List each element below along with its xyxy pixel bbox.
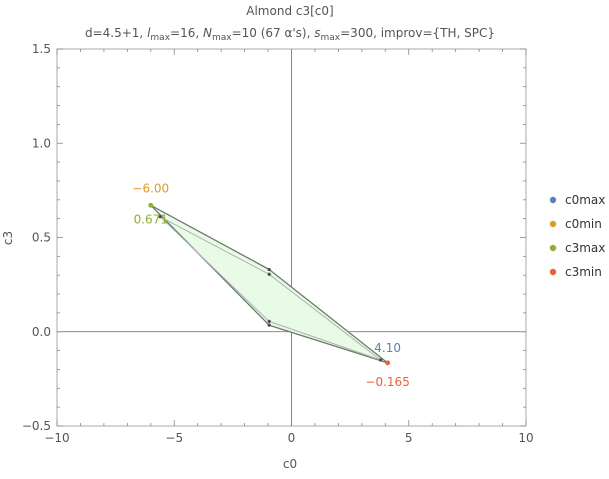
subtitle-l-value: =16, [170, 26, 203, 40]
subtitle-s-value: =300, improv={TH, SPC} [340, 26, 495, 40]
label-c0min: −6.00 [132, 181, 169, 195]
subtitle-s-symbol: s [314, 26, 320, 40]
y-axis-label: c3 [1, 231, 15, 245]
subtitle-d: d=4.5+1, [85, 26, 147, 40]
x-tick-label: 5 [405, 431, 413, 445]
point-c3max [148, 202, 154, 208]
region-vertex [267, 319, 271, 323]
label-c3min: −0.165 [365, 375, 409, 389]
label-c0max: 4.10 [374, 341, 401, 355]
y-tick-label: 1.0 [32, 136, 51, 150]
y-tick-label: −0.5 [22, 419, 51, 433]
region-outer [150, 204, 389, 364]
point-c3min [385, 360, 391, 366]
label-c3max: 0.671 [134, 212, 168, 226]
y-tick-label: 1.5 [32, 42, 51, 56]
x-tick-label: −10 [44, 431, 69, 445]
region-vertex [267, 267, 271, 272]
legend-label-c3min: c3min [565, 265, 602, 279]
legend-marker-c3max [549, 244, 557, 252]
subtitle-n-sub: max [212, 33, 232, 43]
x-tick-label: 10 [518, 431, 533, 445]
subtitle-n-symbol: N [203, 26, 212, 40]
region-vertex [158, 215, 162, 219]
legend-marker-c3min [549, 268, 557, 276]
plot-area: −10 −5 0 5 10 −0.5 0.0 0.5 1.0 1.5 4.10 −6.00 0.671 −… [22, 42, 534, 445]
subtitle-s-sub: max [321, 33, 341, 43]
legend-marker-c0min [549, 220, 557, 228]
chart-subtitle: d=4.5+1, lmax=16, Nmax=10 (67 α's), smax… [85, 26, 495, 43]
y-tick-label: 0.0 [32, 325, 51, 339]
subtitle-l-symbol: l [147, 26, 151, 40]
subtitle-n-value: =10 (67 α's), [232, 26, 315, 40]
legend-label-c0max: c0max [565, 193, 605, 207]
legend-marker-c0max [549, 196, 557, 204]
legend-label-c3max: c3max [565, 241, 605, 255]
region-vertex [267, 272, 271, 276]
x-tick-label: −5 [165, 431, 183, 445]
legend: c0max c0min c3max c3min [549, 193, 605, 279]
legend-label-c0min: c0min [565, 217, 602, 231]
chart-title: Almond c3[c0] [246, 4, 333, 18]
region-vertex [267, 323, 271, 327]
x-axis-label: c0 [283, 457, 297, 471]
region-vertex [379, 358, 383, 362]
y-tick-label: 0.5 [32, 231, 51, 245]
x-tick-label: 0 [288, 431, 296, 445]
subtitle-l-sub: max [150, 33, 170, 43]
